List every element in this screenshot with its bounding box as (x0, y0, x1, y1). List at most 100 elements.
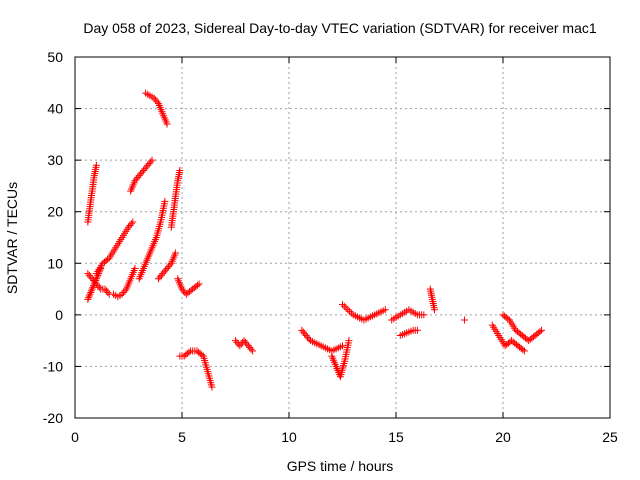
data-point (243, 340, 251, 348)
x-tick-label: 20 (495, 429, 511, 445)
data-point (131, 177, 139, 185)
data-point (340, 302, 348, 310)
data-point (185, 348, 193, 356)
data-point (246, 344, 254, 352)
data-point (163, 120, 171, 128)
data-point (247, 345, 255, 353)
data-point (125, 223, 132, 231)
x-tick-label: 5 (178, 429, 186, 445)
data-point (538, 326, 546, 334)
x-tick-label: 0 (71, 429, 79, 445)
data-point (163, 264, 171, 272)
data-point (156, 273, 164, 281)
data-point (101, 285, 109, 293)
y-tick-label: 50 (47, 49, 63, 65)
y-tick-label: 20 (47, 204, 63, 220)
data-point (520, 347, 528, 355)
data-point (87, 273, 95, 281)
data-point (86, 290, 94, 298)
data-point (249, 347, 257, 355)
x-tick-label: 10 (281, 429, 297, 445)
data-point (139, 166, 147, 174)
data-point (137, 170, 145, 178)
data-point (88, 285, 96, 293)
data-point (519, 346, 527, 354)
data-point (85, 271, 93, 279)
data-point (172, 249, 180, 257)
data-point (92, 280, 100, 288)
data-point (166, 261, 174, 269)
data-point (93, 273, 101, 281)
data-point (195, 280, 203, 288)
x-axis-label: GPS time / hours (287, 458, 394, 474)
data-point (179, 287, 187, 295)
y-tick-label: 10 (47, 255, 63, 271)
data-point (536, 328, 544, 336)
data-point (504, 315, 512, 323)
data-point (339, 301, 346, 309)
data-point (150, 94, 158, 102)
data-point (141, 165, 149, 173)
data-point (131, 264, 139, 272)
data-point (118, 290, 126, 298)
y-tick-label: 40 (47, 101, 63, 117)
data-point (85, 292, 93, 300)
data-point (299, 328, 307, 336)
data-point (176, 166, 184, 174)
data-point (298, 326, 306, 334)
data-point (89, 283, 97, 291)
data-point (85, 294, 93, 302)
data-point (347, 309, 355, 317)
data-point (90, 276, 98, 284)
data-point (208, 383, 216, 391)
data-point (147, 158, 155, 166)
data-point (159, 270, 167, 278)
data-point (104, 255, 112, 263)
data-point (120, 289, 128, 297)
data-point (194, 281, 202, 289)
y-tick-label: -10 (43, 358, 63, 374)
data-point (431, 306, 439, 314)
data-point (87, 289, 95, 297)
y-axis-label: SDTVAR / TECUs (4, 182, 20, 294)
data-point (144, 161, 152, 169)
data-point (162, 266, 170, 274)
data-point (236, 342, 244, 350)
data-point (420, 311, 428, 319)
data-point (148, 156, 156, 164)
data-point (132, 175, 140, 183)
data-point (152, 96, 160, 104)
data-point (339, 342, 346, 350)
data-point (92, 161, 100, 169)
data-point (345, 337, 353, 345)
axis-ticks: 0 5 10 15 20 25 -20 -10 0 10 20 30 40 50 (43, 49, 618, 445)
x-tick-label: 25 (602, 429, 618, 445)
data-point (84, 270, 92, 278)
data-points (84, 89, 546, 391)
chart-title: Day 058 of 2023, Sidereal Day-to-day VTE… (83, 20, 596, 36)
data-point (154, 275, 162, 283)
data-point (84, 295, 92, 303)
data-point (164, 263, 172, 271)
data-point (346, 307, 354, 315)
data-point (344, 306, 352, 314)
y-tick-label: 0 (55, 307, 63, 323)
data-point (157, 271, 165, 279)
data-point (127, 220, 135, 228)
data-point (153, 98, 161, 106)
data-point (460, 316, 468, 324)
data-point (88, 275, 96, 283)
data-point (129, 218, 137, 226)
data-point (342, 304, 350, 312)
data-point (413, 326, 421, 334)
y-tick-label: 30 (47, 152, 63, 168)
data-point (240, 337, 248, 345)
data-point (241, 338, 249, 346)
data-point (121, 287, 129, 295)
data-point (134, 173, 142, 181)
data-point (161, 197, 169, 205)
data-point (91, 278, 99, 286)
data-point (95, 283, 103, 291)
data-point (301, 330, 309, 338)
